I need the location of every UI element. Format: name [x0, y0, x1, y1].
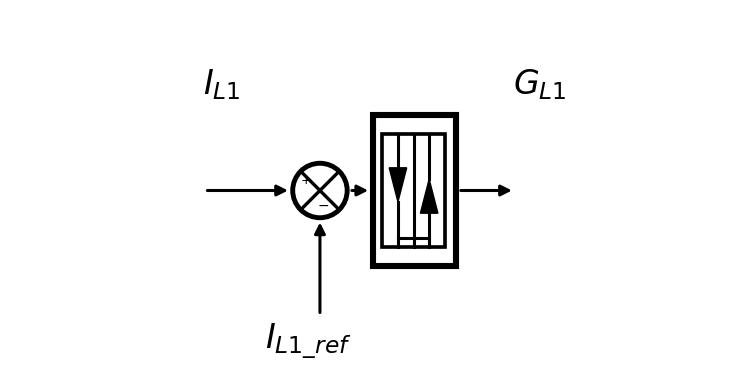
- Text: $-$: $-$: [317, 198, 329, 212]
- Text: $I_{L1}$: $I_{L1}$: [203, 67, 240, 102]
- Text: $G_{L1}$: $G_{L1}$: [513, 67, 566, 102]
- Bar: [373, 115, 456, 266]
- Text: $+$: $+$: [301, 174, 312, 187]
- Text: $I_{L1\_ref}$: $I_{L1\_ref}$: [266, 322, 352, 361]
- Polygon shape: [421, 179, 438, 213]
- Bar: [382, 134, 444, 247]
- Polygon shape: [390, 168, 407, 202]
